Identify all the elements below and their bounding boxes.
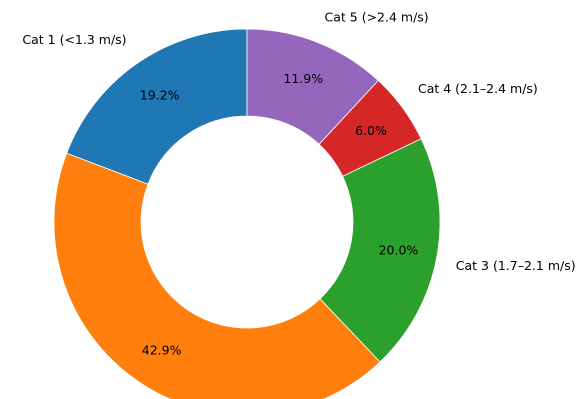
- slice-cat-2: [53, 152, 381, 399]
- category-label-cat-4: Cat 4 (2.1–2.4 m/s): [418, 81, 538, 96]
- slice-cat-1: [66, 28, 248, 185]
- category-label-cat-1: Cat 1 (<1.3 m/s): [22, 32, 126, 47]
- category-label-cat-2: Cat 2 (1.3–1.7 m/s): [10, 396, 130, 399]
- percent-label-cat-4: 6.0%: [355, 123, 387, 138]
- chart-slices: [53, 28, 441, 399]
- percent-label-cat-2: 42.9%: [142, 343, 182, 358]
- percent-label-cat-5: 11.9%: [283, 71, 323, 86]
- category-label-cat-3: Cat 3 (1.7–2.1 m/s): [456, 258, 576, 273]
- chart-category-labels: Cat 1 (<1.3 m/s) Cat 2 (1.3–1.7 m/s) Cat 3…: [10, 9, 576, 399]
- percent-label-cat-1: 19.2%: [140, 88, 180, 103]
- chart-percent-labels: 19.2% 42.9% 20.0% 6.0% 11.9%: [140, 71, 419, 358]
- slice-cat-3: [319, 138, 441, 363]
- slice-cat-5: [246, 28, 379, 145]
- category-label-cat-5: Cat 5 (>2.4 m/s): [325, 9, 429, 24]
- percent-label-cat-3: 20.0%: [379, 242, 419, 257]
